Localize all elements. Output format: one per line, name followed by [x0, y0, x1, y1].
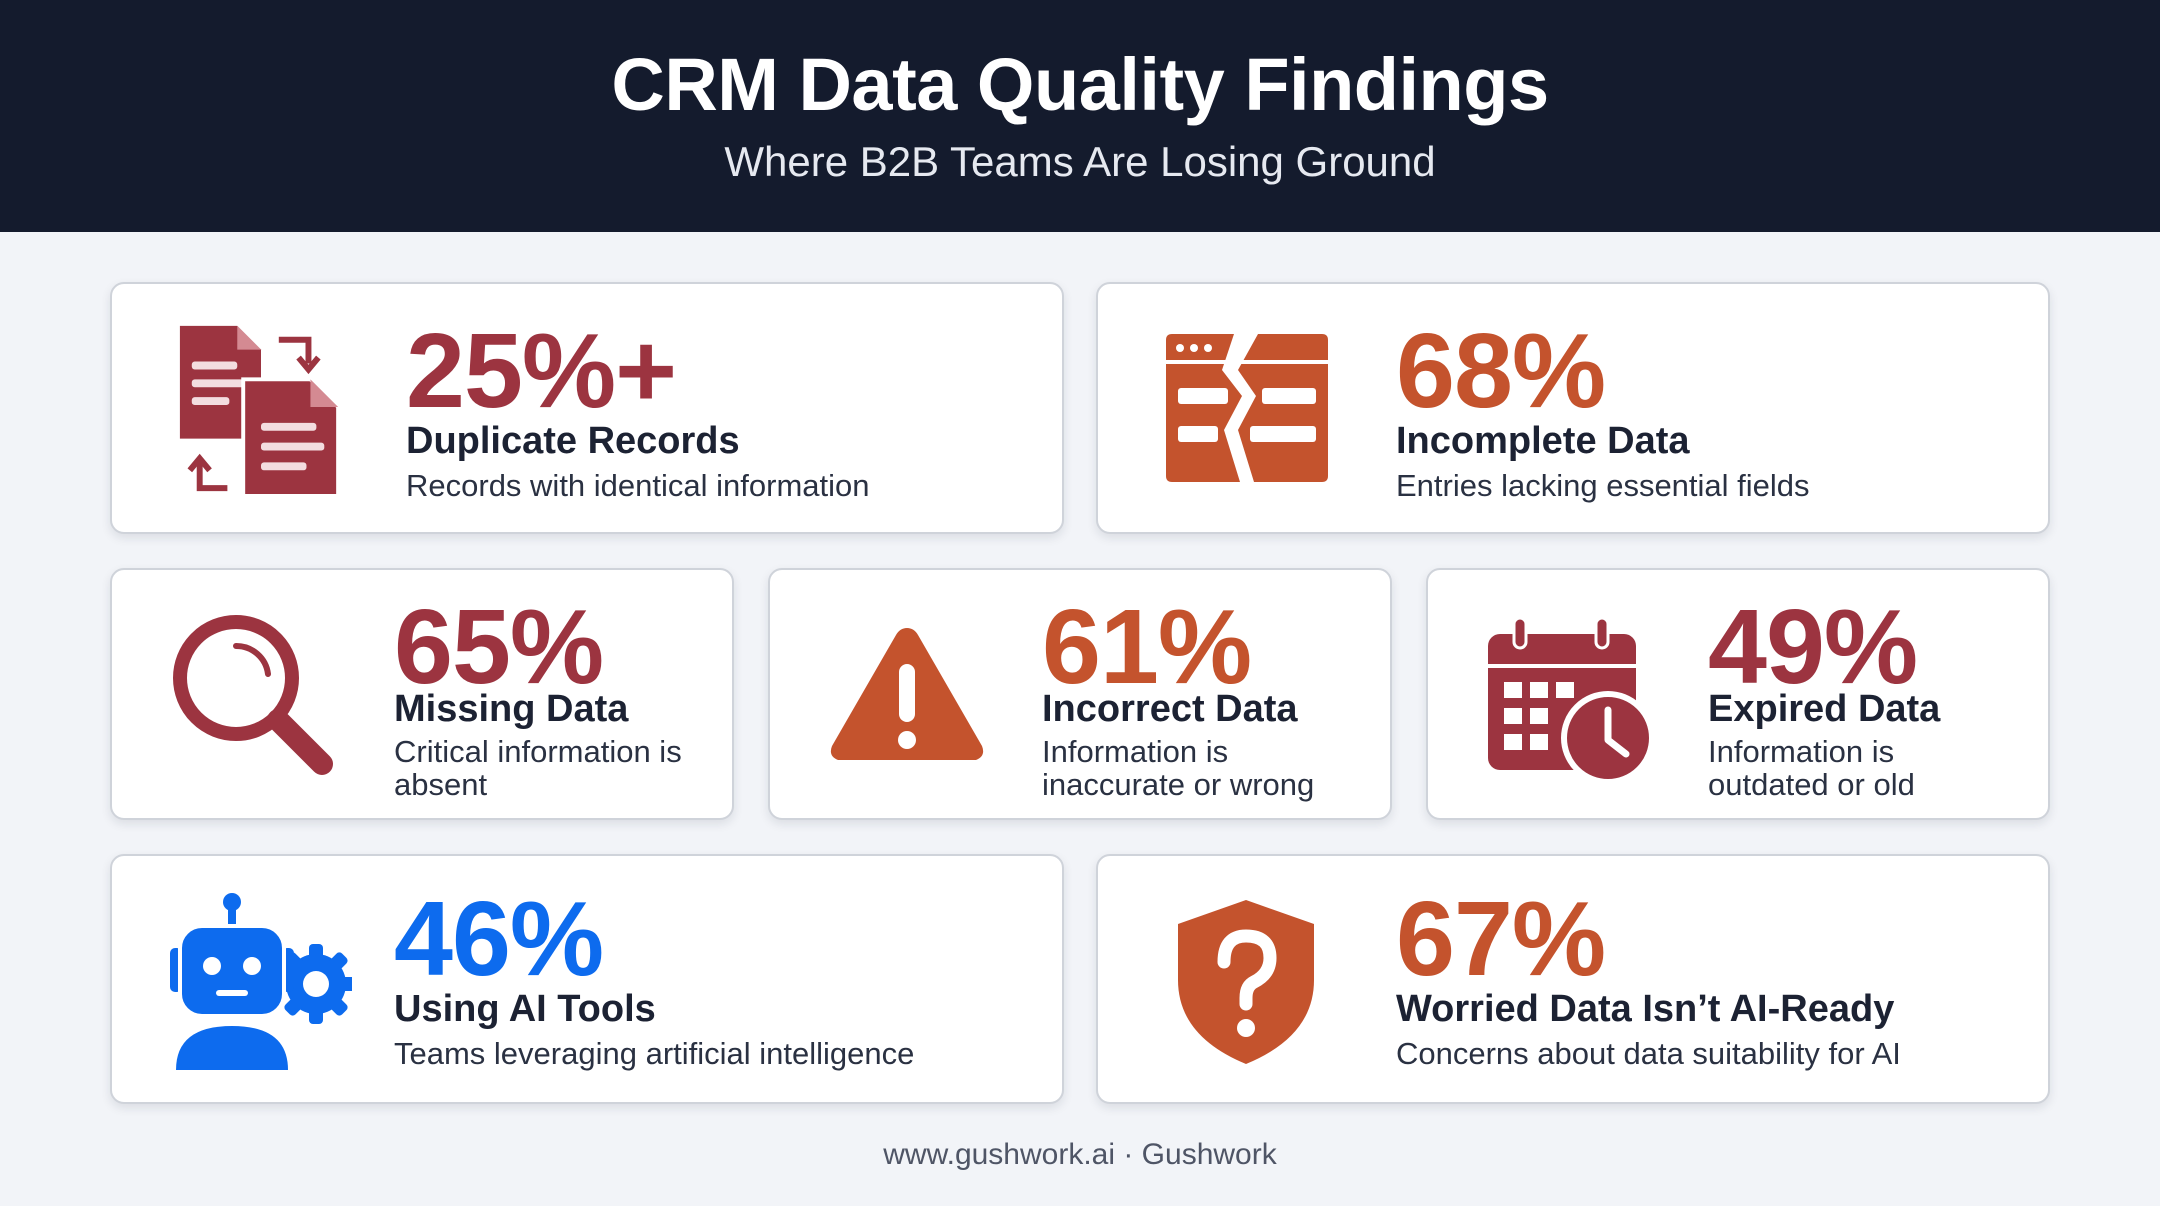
stat-value: 25%+	[406, 312, 677, 430]
broken-window-icon	[1162, 330, 1332, 486]
stat-value: 68%	[1396, 312, 1606, 430]
robot-gear-icon	[166, 892, 352, 1072]
calendar-clock-icon	[1484, 614, 1654, 782]
stat-label: Worried Data Isn’t AI-Ready	[1396, 988, 1895, 1030]
stat-description: Information is outdated or old	[1708, 734, 1915, 802]
magnifying-glass-icon	[168, 610, 338, 780]
stat-label: Using AI Tools	[394, 988, 656, 1030]
stat-label: Expired Data	[1708, 688, 1941, 730]
card-expired-data: 49% Expired Data Information is outdated…	[1426, 568, 2050, 820]
stat-value: 49%	[1708, 588, 1918, 706]
stat-description: Critical information is absent	[394, 734, 682, 802]
card-worried-ai-ready: 67% Worried Data Isn’t AI-Ready Concerns…	[1096, 854, 2050, 1104]
card-incorrect-data: 61% Incorrect Data Information is inaccu…	[768, 568, 1392, 820]
card-missing-data: 65% Missing Data Critical information is…	[110, 568, 734, 820]
shield-question-icon	[1174, 896, 1318, 1068]
stat-description: Entries lacking essential fields	[1396, 468, 1810, 503]
header-banner: CRM Data Quality Findings Where B2B Team…	[0, 0, 2160, 232]
duplicate-documents-icon	[172, 318, 350, 500]
stat-label: Incomplete Data	[1396, 420, 1690, 462]
page-title: CRM Data Quality Findings	[611, 43, 1549, 126]
stat-description: Teams leveraging artificial intelligence	[394, 1036, 915, 1071]
warning-triangle-icon	[826, 622, 988, 766]
card-incomplete-data: 68% Incomplete Data Entries lacking esse…	[1096, 282, 2050, 534]
card-using-ai-tools: 46% Using AI Tools Teams leveraging arti…	[110, 854, 1064, 1104]
stat-label: Missing Data	[394, 688, 629, 730]
stat-description: Information is inaccurate or wrong	[1042, 734, 1315, 802]
stat-description: Concerns about data suitability for AI	[1396, 1036, 1901, 1071]
stat-value: 65%	[394, 588, 604, 706]
stat-description: Records with identical information	[406, 468, 870, 503]
stat-label: Incorrect Data	[1042, 688, 1298, 730]
card-duplicate-records: 25%+ Duplicate Records Records with iden…	[110, 282, 1064, 534]
stat-value: 67%	[1396, 880, 1606, 998]
footer-source: www.gushwork.ai · Gushwork	[883, 1138, 1277, 1171]
stat-value: 46%	[394, 880, 604, 998]
stat-value: 61%	[1042, 588, 1252, 706]
page-subtitle: Where B2B Teams Are Losing Ground	[724, 138, 1436, 185]
stat-label: Duplicate Records	[406, 420, 740, 462]
